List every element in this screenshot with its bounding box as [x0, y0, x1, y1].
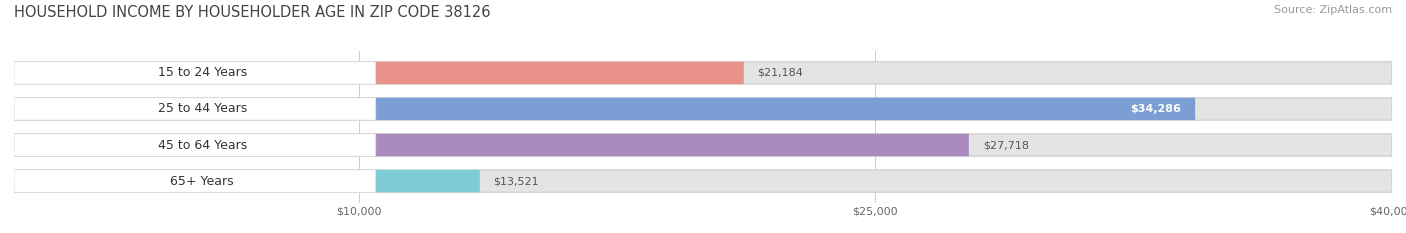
- FancyBboxPatch shape: [14, 98, 1195, 120]
- FancyBboxPatch shape: [14, 170, 375, 192]
- FancyBboxPatch shape: [14, 62, 375, 84]
- FancyBboxPatch shape: [14, 62, 744, 84]
- FancyBboxPatch shape: [14, 98, 375, 120]
- FancyBboxPatch shape: [14, 170, 479, 192]
- Text: $21,184: $21,184: [758, 68, 803, 78]
- Text: $27,718: $27,718: [983, 140, 1029, 150]
- Text: 25 to 44 Years: 25 to 44 Years: [157, 103, 247, 116]
- FancyBboxPatch shape: [14, 170, 1392, 192]
- Text: Source: ZipAtlas.com: Source: ZipAtlas.com: [1274, 5, 1392, 15]
- Text: 65+ Years: 65+ Years: [170, 175, 233, 188]
- Text: HOUSEHOLD INCOME BY HOUSEHOLDER AGE IN ZIP CODE 38126: HOUSEHOLD INCOME BY HOUSEHOLDER AGE IN Z…: [14, 5, 491, 20]
- Text: 15 to 24 Years: 15 to 24 Years: [157, 66, 247, 79]
- Text: $13,521: $13,521: [494, 176, 540, 186]
- FancyBboxPatch shape: [14, 62, 1392, 84]
- Text: 45 to 64 Years: 45 to 64 Years: [157, 138, 247, 151]
- FancyBboxPatch shape: [14, 134, 1392, 156]
- FancyBboxPatch shape: [14, 134, 375, 156]
- FancyBboxPatch shape: [14, 98, 1392, 120]
- FancyBboxPatch shape: [14, 134, 969, 156]
- Text: $34,286: $34,286: [1130, 104, 1181, 114]
